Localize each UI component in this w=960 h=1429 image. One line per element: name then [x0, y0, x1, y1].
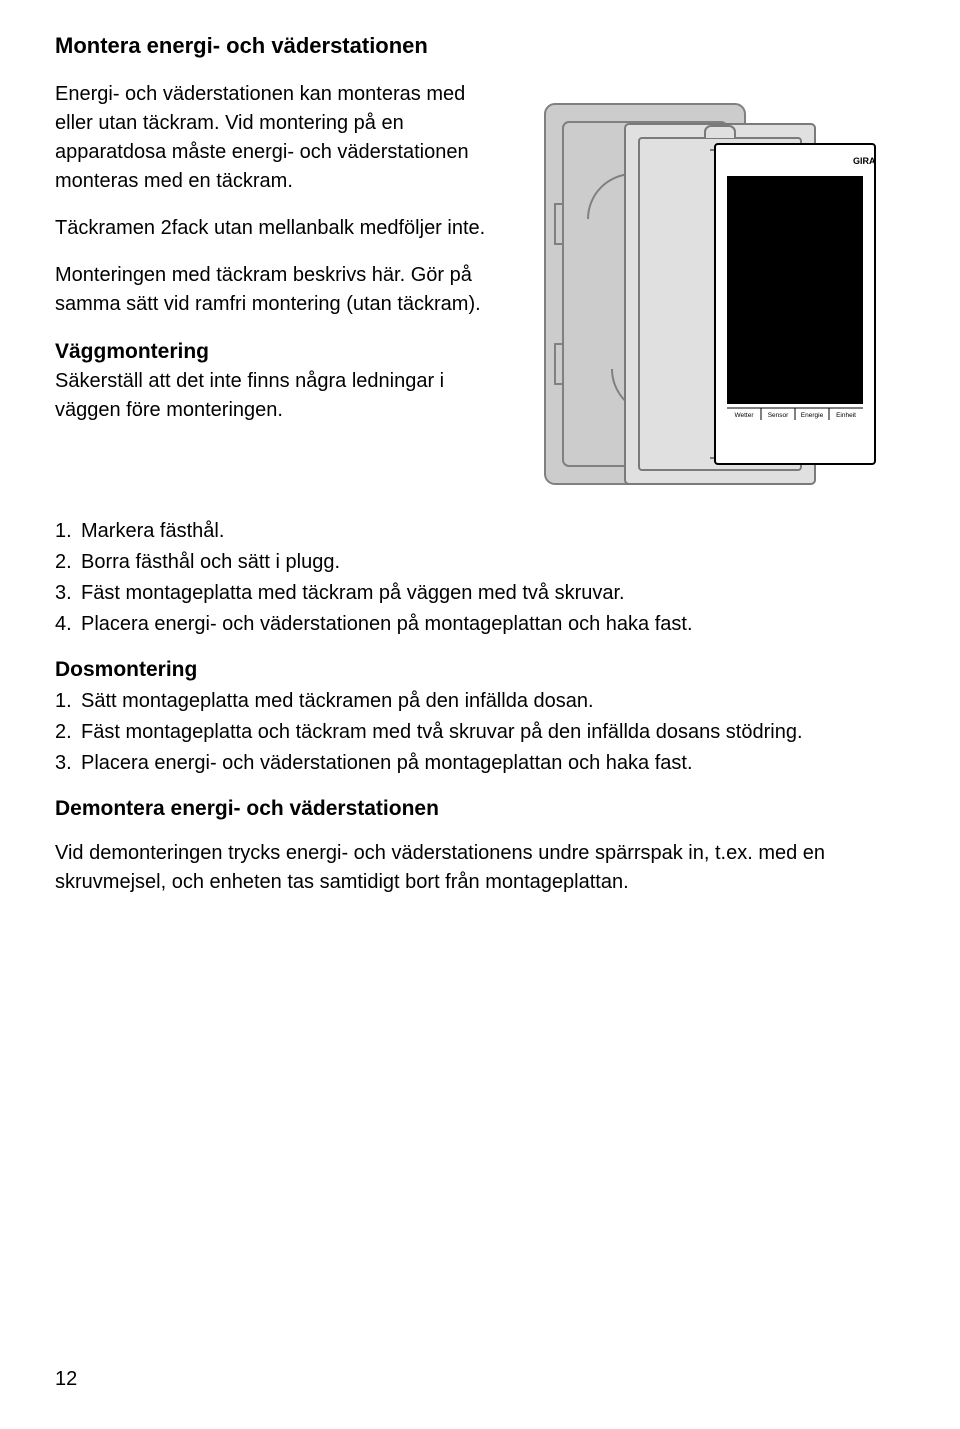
intro-paragraph-1: Energi- och väderstationen kan monteras … [55, 80, 495, 196]
wall-mounting-steps: 1.Markera fästhål. 2.Borra fästhål och s… [55, 517, 905, 639]
list-item: 1.Sätt montageplatta med täckramen på de… [55, 687, 905, 716]
wall-mounting-heading: Väggmontering [55, 337, 495, 367]
list-item: 2.Fäst montageplatta och täckram med två… [55, 718, 905, 747]
intro-paragraph-2: Täckramen 2fack utan mellanbalk medfölje… [55, 214, 495, 243]
page-number: 12 [55, 1365, 77, 1394]
top-section: Energi- och väderstationen kan monteras … [55, 80, 905, 513]
device-illustration: GIRA Wetter Sensor Energie Einheit [515, 84, 885, 513]
device-button-label-2: Sensor [768, 412, 789, 419]
page-title: Montera energi- och väderstationen [55, 30, 905, 62]
brand-label: GIRA [853, 156, 876, 166]
text-column: Energi- och väderstationen kan monteras … [55, 80, 495, 513]
dismantle-heading: Demontera energi- och väderstationen [55, 794, 905, 824]
list-item: 2.Borra fästhål och sätt i plugg. [55, 548, 905, 577]
socket-mounting-steps: 1.Sätt montageplatta med täckramen på de… [55, 687, 905, 778]
dismantle-text: Vid demonteringen trycks energi- och väd… [55, 839, 905, 897]
list-item: 3.Fäst montageplatta med täckram på vägg… [55, 579, 905, 608]
list-item: 1.Markera fästhål. [55, 517, 905, 546]
device-button-label-4: Einheit [836, 412, 856, 419]
wall-mounting-intro: Säkerställ att det inte finns några ledn… [55, 367, 495, 425]
list-item: 3.Placera energi- och väderstationen på … [55, 749, 905, 778]
device-button-label-1: Wetter [734, 412, 754, 419]
device-button-label-3: Energie [801, 412, 824, 419]
list-item: 4.Placera energi- och väderstationen på … [55, 610, 905, 639]
socket-mounting-heading: Dosmontering [55, 655, 905, 685]
intro-paragraph-3: Monteringen med täckram beskrivs här. Gö… [55, 261, 495, 319]
